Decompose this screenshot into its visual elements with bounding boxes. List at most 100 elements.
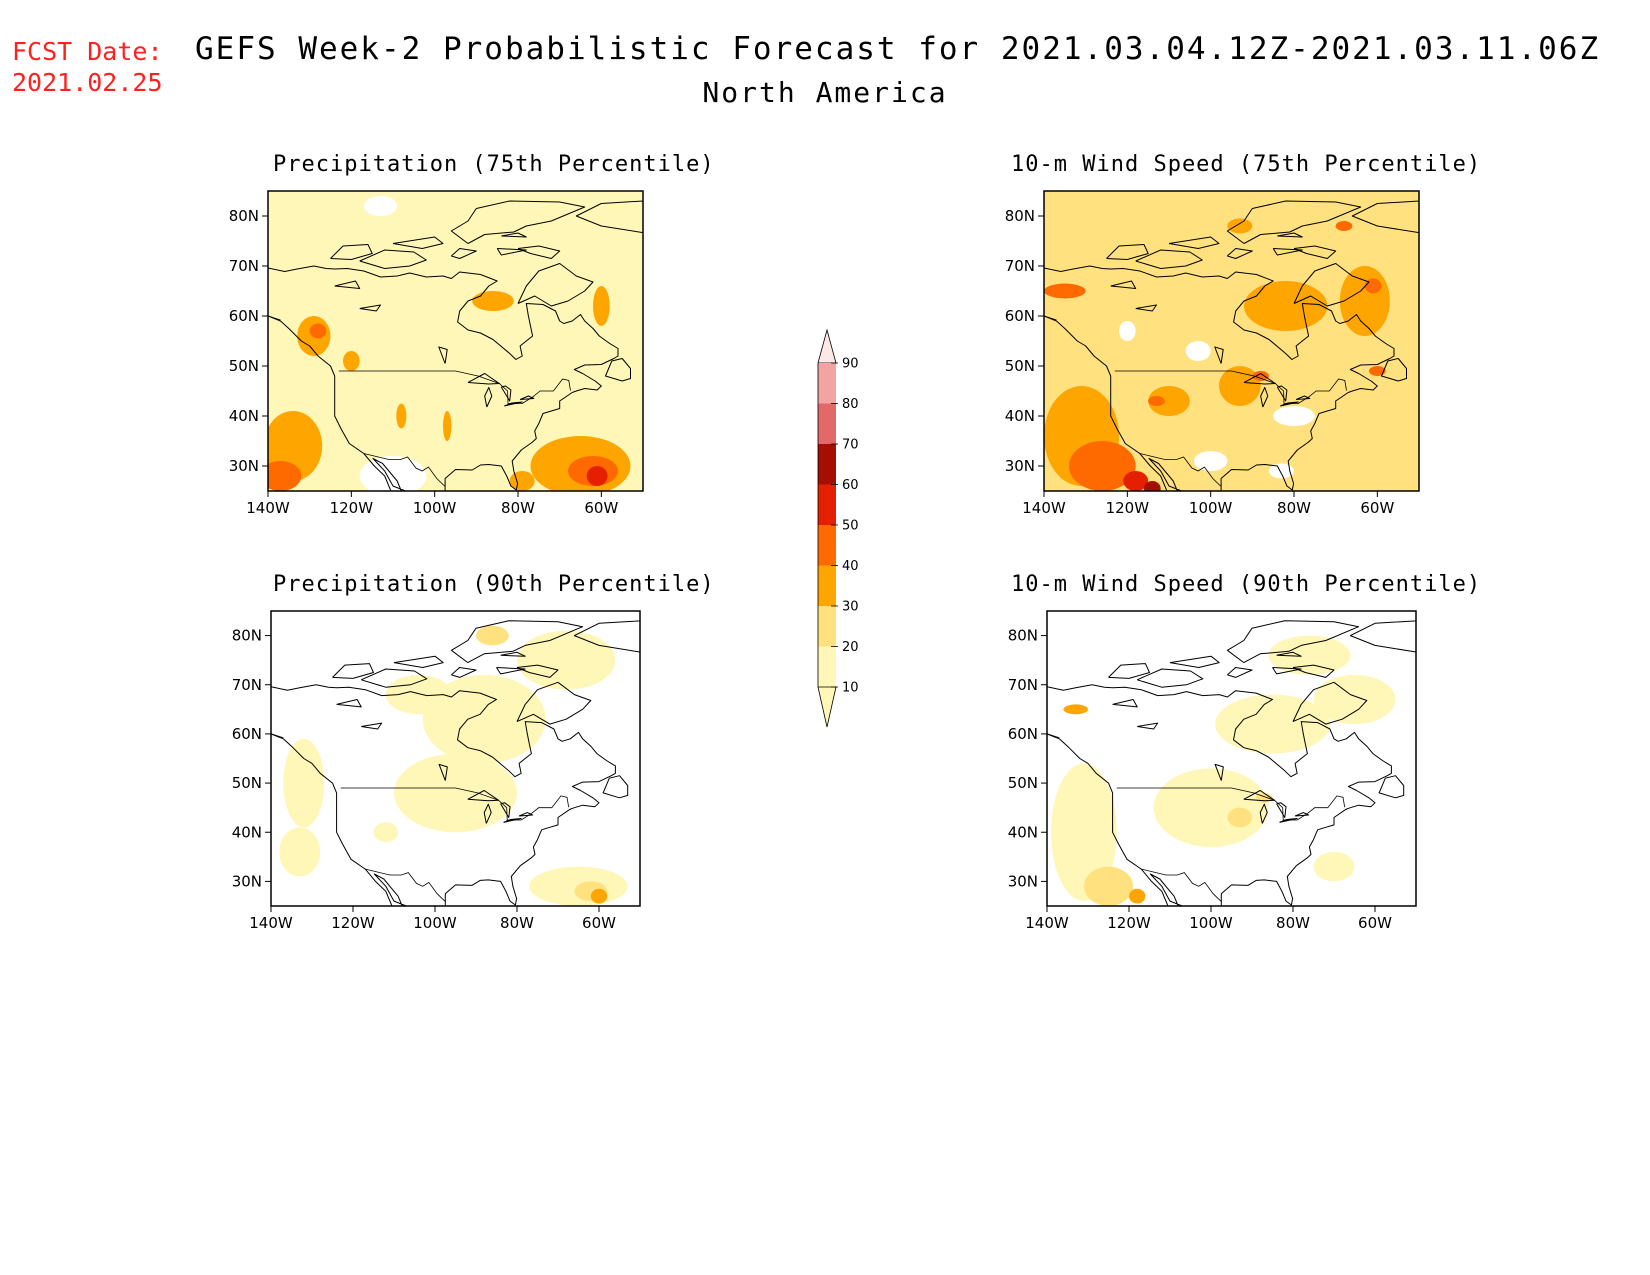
lat-tick-label: 50N — [1008, 774, 1038, 792]
colorbar-level-label: 70 — [842, 438, 859, 453]
below-threshold-area — [1273, 406, 1315, 426]
colorbar-swatch — [818, 444, 836, 485]
below-threshold-area — [359, 456, 427, 491]
coastlines — [1047, 620, 1416, 906]
lat-tick-label: 40N — [232, 823, 262, 841]
lon-tick-label: 100W — [1189, 499, 1233, 517]
probability-contour — [1313, 674, 1396, 725]
probability-contour — [1244, 281, 1328, 331]
map-panel-wind90: 140W 120W 100W 80W 60W 30N 40N 50N 60N 70N 80N — [1008, 610, 1417, 932]
lat-tick-label: 80N — [1005, 207, 1035, 225]
lon-tick-label: 80W — [501, 499, 535, 517]
probability-contour — [396, 403, 407, 429]
lat-tick-label: 30N — [229, 457, 259, 475]
lat-tick-label: 70N — [1005, 257, 1035, 275]
map-frame — [270, 610, 641, 907]
probability-contour — [1083, 866, 1134, 906]
probability-contour — [590, 888, 608, 904]
colorbar-swatch — [818, 363, 836, 404]
colorbar-level-label: 50 — [842, 519, 859, 534]
lon-tick-label: 60W — [1358, 914, 1392, 932]
lon-tick-label: 140W — [1025, 914, 1069, 932]
probability-contour — [1144, 481, 1161, 491]
colorbar-top-cap — [817, 328, 837, 364]
colorbar-swatch — [818, 565, 836, 606]
lat-tick-label: 40N — [1008, 823, 1038, 841]
panel-title-precip75: Precipitation (75th Percentile) — [273, 152, 715, 177]
colorbar-level-label: 90 — [842, 357, 859, 372]
probability-contour — [1339, 266, 1390, 336]
colorbar-level-label: 80 — [842, 397, 859, 412]
colorbar-level-label: 20 — [842, 640, 859, 655]
map-frame — [1043, 190, 1420, 492]
panel-title-precip90: Precipitation (90th Percentile) — [273, 572, 715, 597]
probability-contour — [1252, 371, 1269, 381]
lon-tick-label: 100W — [413, 499, 457, 517]
lat-tick-label: 80N — [229, 207, 259, 225]
lat-tick-label: 70N — [229, 257, 259, 275]
probability-contour — [1268, 635, 1351, 675]
forecast-date-value: 2021.02.25 — [12, 68, 163, 97]
probability-contour — [268, 461, 302, 491]
probability-contour — [1215, 694, 1330, 754]
colorbar-level-label: 40 — [842, 559, 859, 574]
probability-contour — [517, 630, 616, 690]
lon-tick-label: 120W — [1107, 914, 1151, 932]
probability-contour — [1219, 366, 1261, 406]
probability-contour — [1148, 396, 1165, 406]
probability-contour — [283, 738, 325, 828]
below-threshold-area — [363, 196, 398, 216]
probability-contour — [476, 625, 509, 646]
lon-tick-label: 120W — [331, 914, 375, 932]
colorbar-level-label: 30 — [842, 600, 859, 615]
colorbar-swatch — [818, 525, 836, 566]
map-frame — [1046, 610, 1417, 907]
probability-contour — [343, 351, 360, 371]
lon-tick-label: 80W — [1277, 499, 1311, 517]
lon-tick-label: 60W — [1360, 499, 1394, 517]
lat-tick-label: 40N — [229, 407, 259, 425]
lon-tick-label: 100W — [413, 914, 457, 932]
colorbar-swatch — [818, 484, 836, 525]
below-threshold-area — [1194, 451, 1228, 471]
lon-tick-label: 60W — [582, 914, 616, 932]
political-borders — [1044, 315, 1347, 487]
lon-tick-label: 120W — [330, 499, 374, 517]
probability-contour — [1335, 221, 1353, 231]
probability-colorbar: 10 20 30 40 50 60 70 80 90 — [817, 328, 859, 728]
lat-tick-label: 30N — [232, 872, 262, 890]
page-title: GEFS Week-2 Probabilistic Forecast for 2… — [195, 31, 1601, 67]
lon-tick-label: 60W — [584, 499, 618, 517]
lat-tick-label: 80N — [1008, 627, 1038, 645]
colorbar-swatch — [818, 606, 836, 647]
probability-contour — [394, 753, 517, 833]
below-threshold-area — [1185, 341, 1211, 361]
probability-contour — [1227, 807, 1252, 828]
political-borders — [271, 733, 570, 902]
map-panel-wind75: 140W 120W 100W 80W 60W 30N 40N 50N 60N 70N 80N — [1005, 190, 1420, 517]
panel-title-wind75: 10-m Wind Speed (75th Percentile) — [1011, 152, 1482, 177]
probability-contour — [309, 323, 327, 339]
lon-tick-label: 80W — [1276, 914, 1310, 932]
region-subtitle: North America — [702, 76, 948, 109]
lat-tick-label: 60N — [232, 725, 262, 743]
probability-contour — [1123, 471, 1149, 491]
lon-tick-label: 80W — [500, 914, 534, 932]
forecast-date-block: FCST Date: 2021.02.25 — [12, 36, 163, 98]
probability-contour — [279, 827, 321, 877]
lat-tick-label: 50N — [232, 774, 262, 792]
lat-tick-label: 40N — [1005, 407, 1035, 425]
probability-contour — [1364, 278, 1382, 294]
probability-contour — [373, 822, 399, 843]
probability-contour — [1369, 366, 1386, 376]
probability-contour — [1069, 441, 1136, 491]
colorbar-bottom-cap — [817, 686, 837, 728]
colorbar-swatch — [818, 403, 836, 444]
below-threshold-area — [1269, 463, 1294, 479]
lat-tick-label: 60N — [1005, 307, 1035, 325]
probability-contour — [509, 471, 535, 491]
coastlines — [1044, 200, 1419, 491]
map-frame — [267, 190, 644, 492]
probability-contour — [1227, 218, 1253, 234]
lat-tick-label: 30N — [1008, 872, 1038, 890]
